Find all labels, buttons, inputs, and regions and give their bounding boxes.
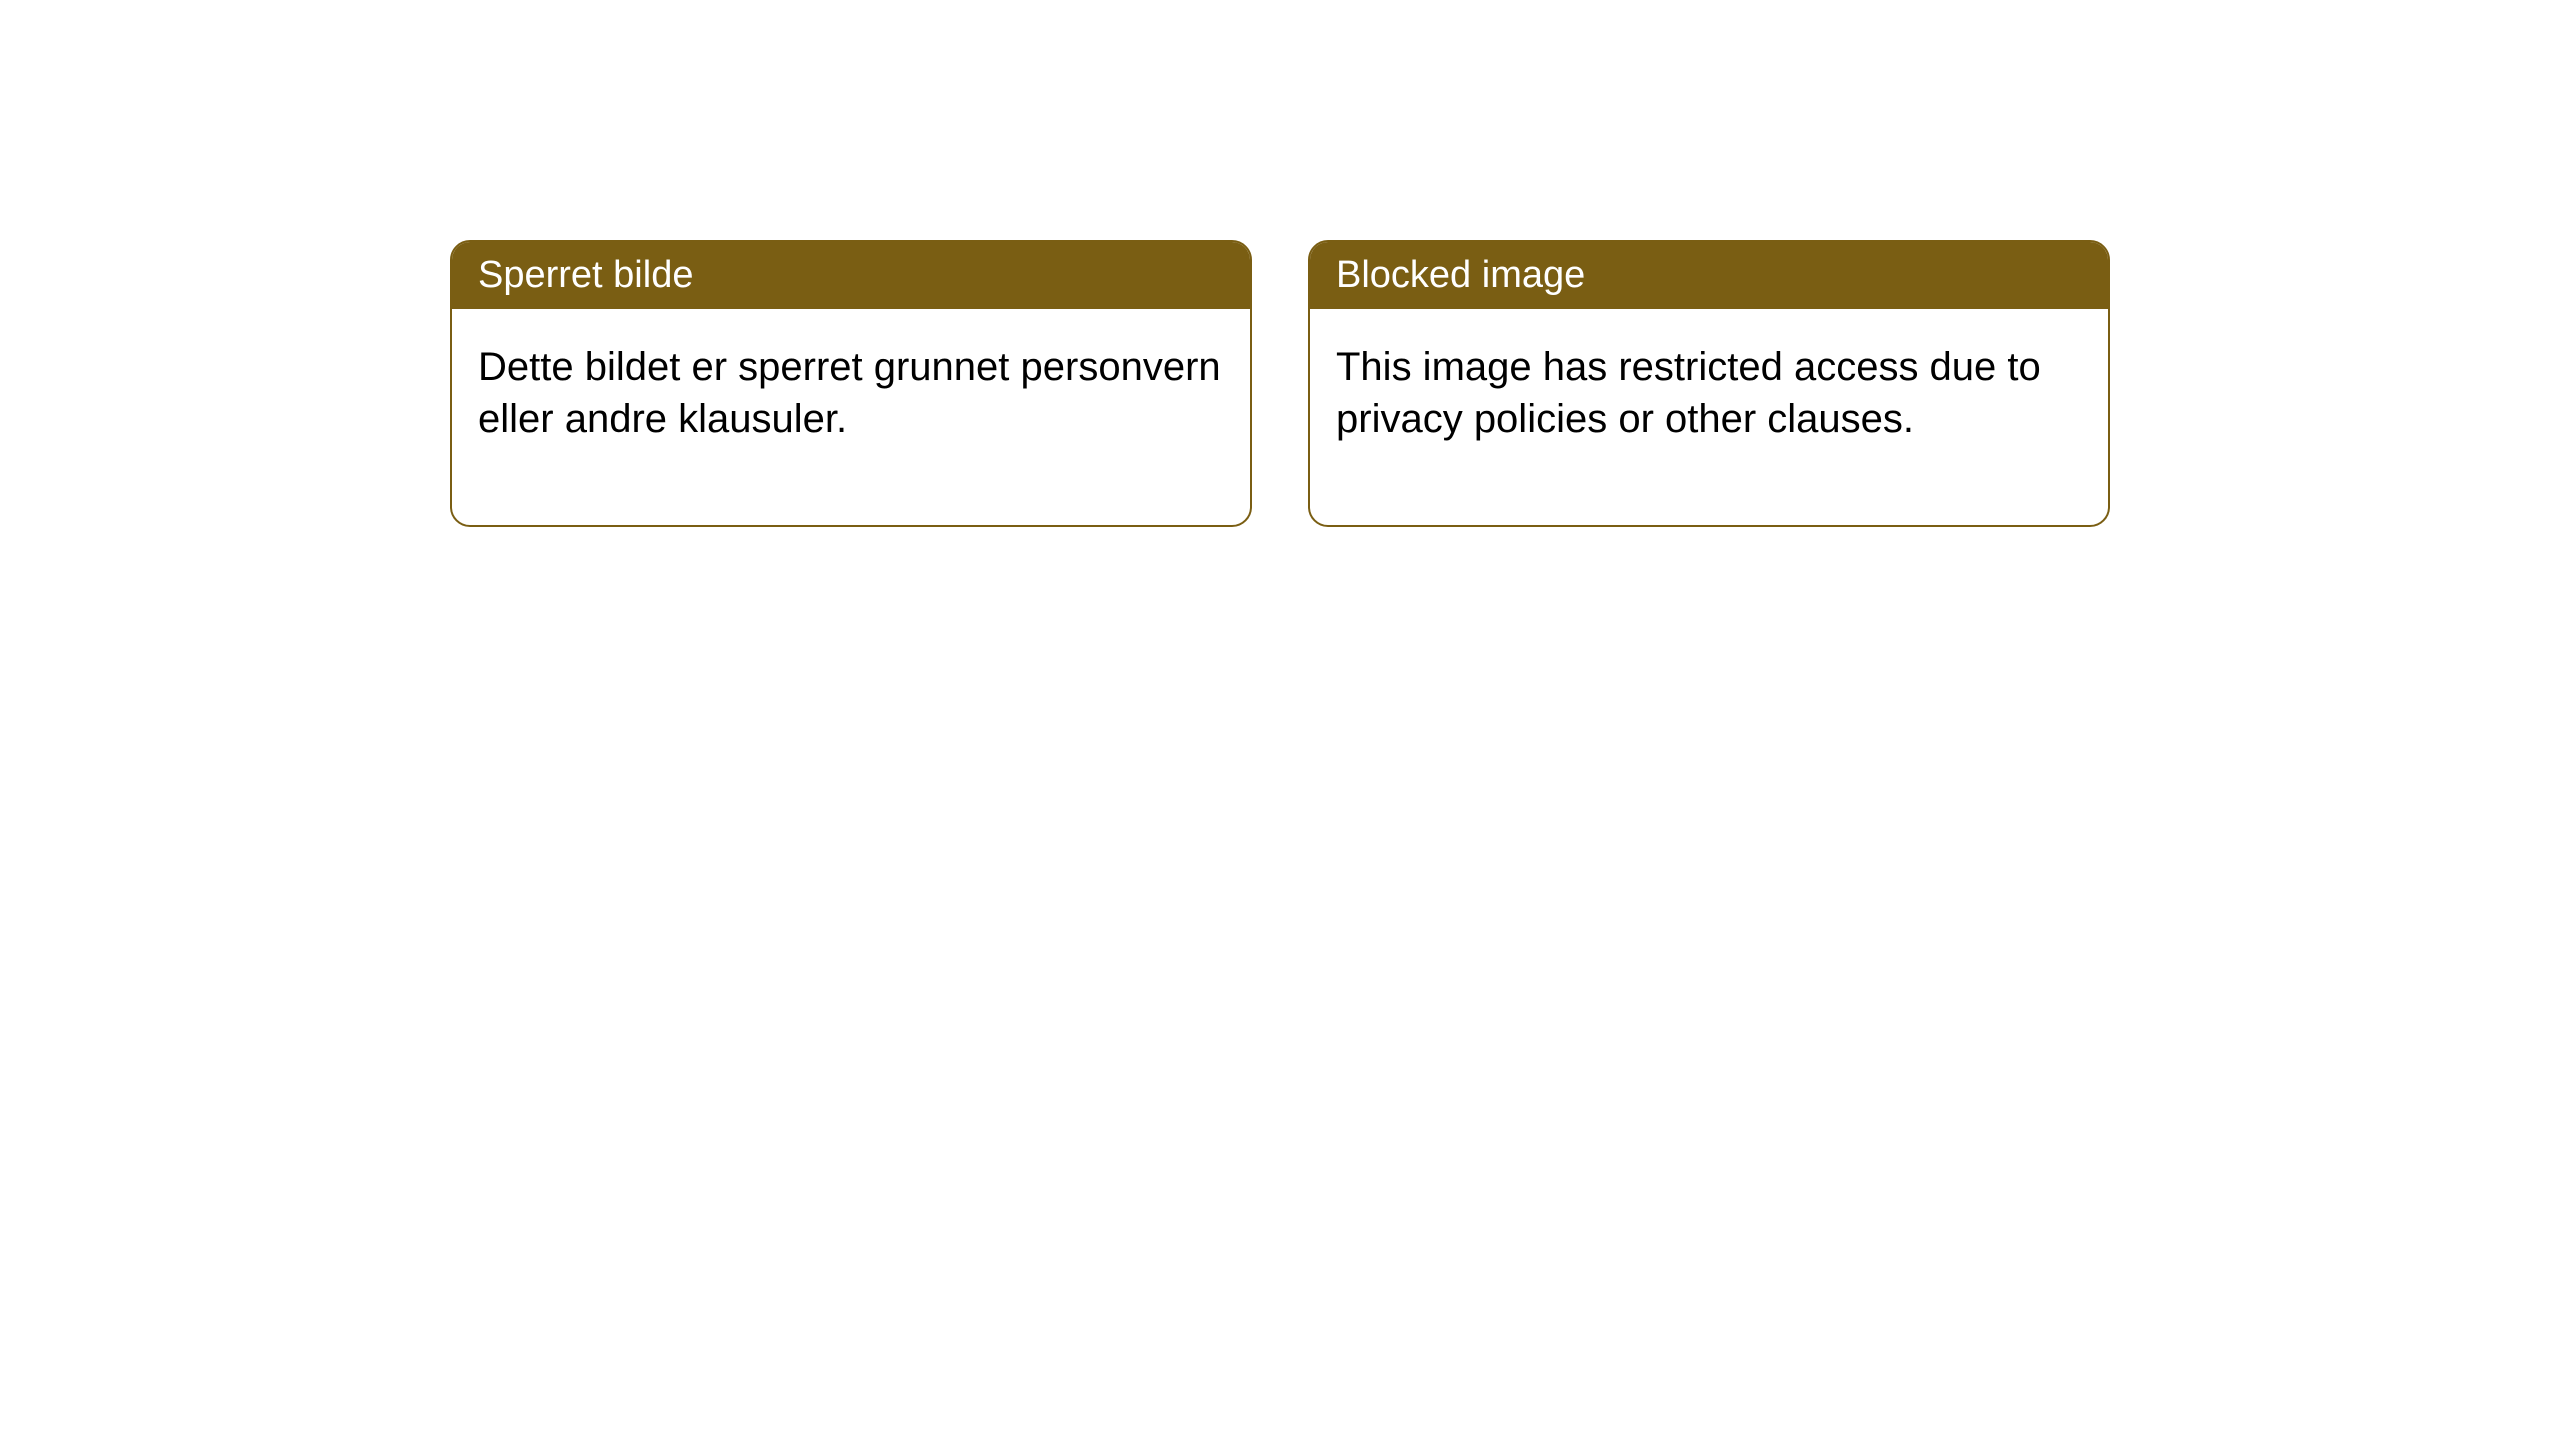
card-body: Dette bildet er sperret grunnet personve… [452, 309, 1250, 525]
card-header: Sperret bilde [452, 242, 1250, 309]
notice-cards-row: Sperret bilde Dette bildet er sperret gr… [450, 240, 2110, 527]
card-title: Blocked image [1336, 254, 1585, 296]
card-title: Sperret bilde [478, 254, 693, 296]
card-body-text: Dette bildet er sperret grunnet personve… [478, 345, 1221, 441]
card-body-text: This image has restricted access due to … [1336, 345, 2041, 441]
blocked-image-card-en: Blocked image This image has restricted … [1308, 240, 2110, 527]
blocked-image-card-no: Sperret bilde Dette bildet er sperret gr… [450, 240, 1252, 527]
card-body: This image has restricted access due to … [1310, 309, 2108, 525]
card-header: Blocked image [1310, 242, 2108, 309]
